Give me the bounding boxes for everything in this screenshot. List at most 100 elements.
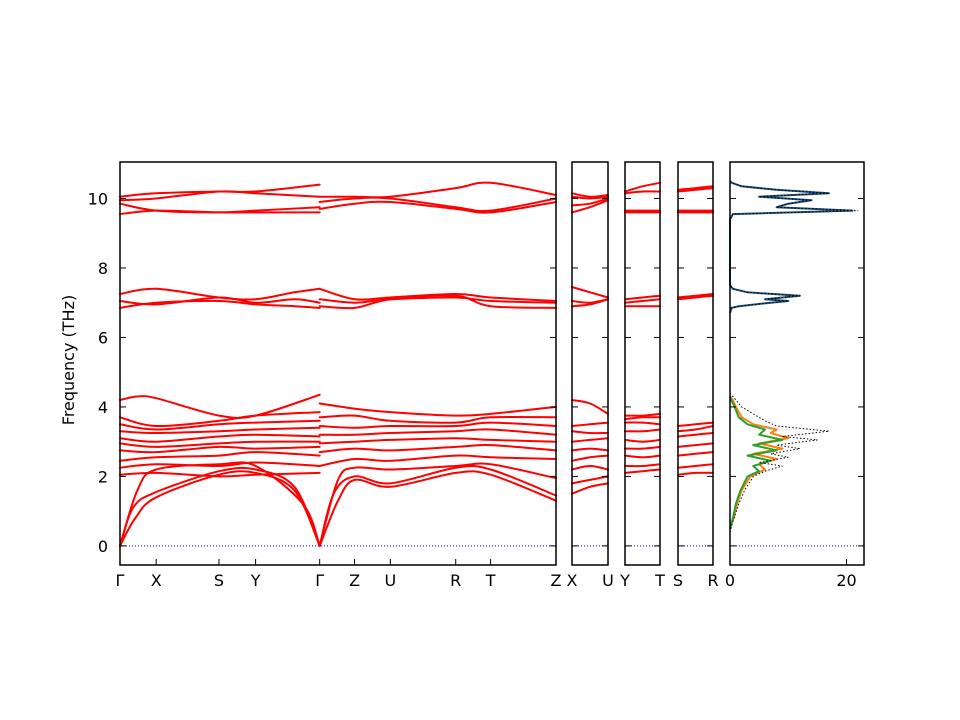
band-branch [571,421,609,427]
x-tick-label: X [151,571,162,590]
band-branch [571,199,609,214]
band-branch [624,181,661,193]
band-branch [571,454,609,462]
band-branch [119,419,321,431]
band-branch [571,192,609,198]
y-tick-labels: 0 2 4 6 8 10 [88,189,108,555]
band-branch [318,428,557,436]
band-branch [624,463,661,468]
x-tick-label: X [567,571,578,590]
dos-frame [729,161,865,566]
band-branch [624,438,661,443]
band-branch [318,421,557,429]
dos-x-tick-label: 20 [836,571,856,590]
band-branch [624,454,661,459]
band-branch [624,412,661,417]
x-tick-label: T [654,571,665,590]
x-tick-label: R [707,571,718,590]
band-branch [318,402,557,417]
band-branch [318,464,557,547]
panel-frame [677,161,714,566]
band-branch [624,298,661,304]
y-tick-label: 8 [98,259,108,278]
band-branch [318,200,557,214]
dos-x-tick-label: 0 [725,571,735,590]
band-branch [624,416,661,421]
band-branch [624,294,661,301]
band-branch [677,451,714,457]
y-axis-title: Frequency (THz) [59,295,78,425]
band-branch [318,470,557,547]
band-branch [677,425,714,433]
band-branch [677,421,714,427]
band-branch [119,433,321,443]
band-branch [119,451,321,462]
band-branch [318,443,557,454]
x-tick-label: R [450,571,461,590]
band-branch [624,421,661,426]
band-branch [318,462,557,547]
x-tick-label: T [485,571,496,590]
x-tick-label: Γ [315,571,324,590]
band-branch [119,183,321,198]
dos-partial-curve [729,395,790,529]
band-branch [119,440,321,448]
panel-frame [119,161,557,566]
band-branch [119,202,321,214]
y-tick-label: 6 [98,328,108,347]
band-branch [624,190,661,195]
x-tick-label: S [673,571,683,590]
band-branch [119,299,321,309]
x-tick-label: Z [349,571,360,590]
band-branch [119,411,321,428]
band-branch [119,461,321,547]
band-branch [677,185,714,191]
x-tick-label: S [214,571,224,590]
y-tick-label: 10 [88,189,108,208]
panel-frame [571,161,609,566]
band-branch [119,426,321,434]
band-branch [571,430,609,435]
band-branch [318,414,557,424]
x-tick-label: Z [551,571,562,590]
panel-frame [624,161,661,566]
dos-partial-curve [729,180,854,314]
band-branch [119,190,321,202]
band-branch [318,296,557,304]
band-branch [119,471,321,478]
band-branch [571,447,609,452]
band-branch [677,442,714,448]
band-branch [119,393,321,419]
band-branch [677,294,714,301]
band-branch [571,197,609,207]
band-branch [677,471,714,476]
band-branch [571,298,609,304]
band-branch [318,287,557,302]
y-tick-label: 4 [98,398,108,417]
band-branch [119,445,321,454]
band-branch [119,466,321,547]
band-branch [677,293,714,299]
band-branch [119,461,321,469]
x-tick-label: U [384,571,396,590]
band-branch [571,475,609,485]
x-tick-label: Y [619,571,630,590]
band-branch [318,181,557,199]
dos-panel: 0 20 [725,161,865,590]
band-branch [677,463,714,469]
y-tick-label: 0 [98,537,108,556]
band-branch [571,399,609,415]
band-branch [571,437,609,443]
band-branch [677,432,714,438]
y-tick-label: 2 [98,467,108,486]
band-branch [624,445,661,450]
dos-partial-curve [729,396,784,529]
x-tick-label: Γ [116,571,125,590]
band-branch [119,287,321,301]
band-branch [119,470,321,547]
